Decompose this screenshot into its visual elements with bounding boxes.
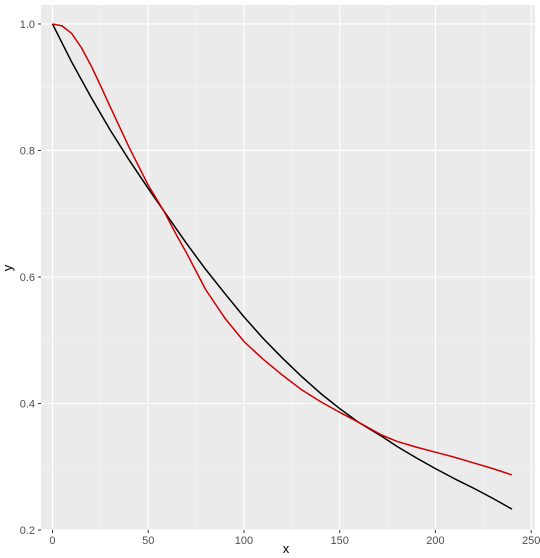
x-tick-label: 100 xyxy=(235,535,253,547)
x-tick-label: 250 xyxy=(522,535,540,547)
series-lines xyxy=(51,23,513,510)
y-axis-title: y xyxy=(0,264,15,271)
x-tick-label: 200 xyxy=(426,535,444,547)
y-tick-label: 1.0 xyxy=(20,19,35,31)
series-line-1 xyxy=(51,23,513,510)
panel-background xyxy=(41,5,535,530)
x-tick-label: 0 xyxy=(49,535,55,547)
x-tick-label: 50 xyxy=(142,535,154,547)
grid xyxy=(41,5,535,531)
series-line-2 xyxy=(52,23,513,476)
y-tick-label: 0.2 xyxy=(20,525,35,537)
y-tick-label: 0.6 xyxy=(20,272,35,284)
y-tick-label: 0.8 xyxy=(20,145,35,157)
y-tick-label: 0.4 xyxy=(20,398,35,410)
x-axis-title: x xyxy=(283,541,290,556)
x-tick-label: 150 xyxy=(331,535,349,547)
axes: 0 50 100 150 200 250 0.2 0.4 0.6 0.8 1.0 xyxy=(20,19,540,547)
